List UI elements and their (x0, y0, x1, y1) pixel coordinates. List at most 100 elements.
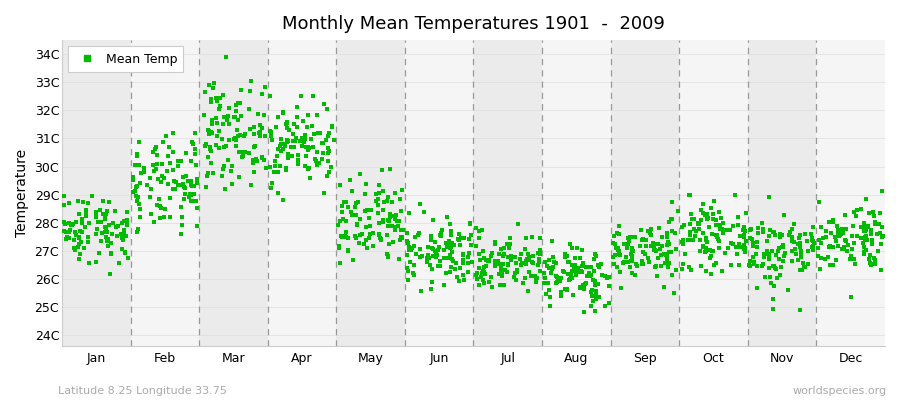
Point (354, 171, 368, 177)
Point (522, 269, 536, 275)
Point (521, 288, 535, 294)
Point (121, 209, 135, 216)
Point (806, 245, 821, 251)
Point (811, 244, 825, 251)
Point (116, 231, 130, 238)
Point (348, 212, 363, 218)
Point (841, 242, 855, 248)
Point (494, 269, 508, 275)
Point (106, 220, 121, 226)
Point (654, 252, 669, 258)
Point (144, 210, 158, 217)
Point (204, 129, 219, 135)
Point (683, 220, 698, 227)
Point (670, 267, 684, 274)
Point (75, 216, 89, 222)
Point (301, 112, 315, 118)
Point (431, 247, 446, 254)
Point (243, 182, 257, 188)
Point (345, 211, 359, 218)
Point (662, 241, 677, 247)
Point (709, 232, 724, 238)
Point (67, 236, 81, 243)
Point (475, 268, 490, 274)
Point (306, 93, 320, 100)
Point (197, 112, 211, 118)
Point (453, 278, 467, 284)
Point (746, 254, 760, 260)
Point (340, 235, 355, 241)
Point (186, 141, 201, 147)
Point (716, 220, 730, 226)
Point (117, 218, 131, 224)
Point (791, 257, 806, 264)
Point (621, 259, 635, 266)
Point (501, 254, 516, 260)
Point (796, 260, 811, 266)
Point (785, 225, 799, 232)
Point (733, 244, 747, 250)
Point (166, 186, 180, 192)
Point (280, 124, 294, 131)
Point (548, 272, 562, 279)
Point (205, 85, 220, 92)
Point (400, 265, 414, 272)
Point (62, 200, 77, 206)
Point (99, 229, 113, 236)
Point (424, 237, 438, 243)
Text: Latitude 8.25 Longitude 33.75: Latitude 8.25 Longitude 33.75 (58, 386, 228, 396)
Point (175, 182, 189, 188)
Point (204, 98, 219, 105)
Point (99, 211, 113, 217)
Point (485, 250, 500, 256)
Point (698, 212, 713, 218)
Point (380, 198, 394, 204)
Point (381, 194, 395, 200)
Point (174, 231, 188, 237)
Point (479, 257, 493, 264)
Point (805, 235, 819, 241)
Point (152, 195, 166, 202)
Point (363, 223, 377, 230)
Point (778, 250, 792, 256)
Point (290, 103, 304, 110)
Point (795, 267, 809, 273)
Point (130, 198, 145, 204)
Point (868, 219, 883, 225)
Point (382, 166, 397, 172)
Point (200, 173, 214, 179)
Point (819, 228, 833, 234)
Point (114, 220, 129, 226)
Point (606, 254, 620, 261)
Point (302, 166, 316, 172)
Point (648, 264, 662, 271)
Point (801, 261, 815, 267)
Point (457, 277, 472, 283)
Point (839, 238, 853, 245)
Point (302, 146, 316, 153)
Point (625, 245, 639, 251)
Point (269, 123, 284, 130)
Title: Monthly Mean Temperatures 1901  -  2009: Monthly Mean Temperatures 1901 - 2009 (282, 15, 665, 33)
Point (444, 232, 458, 238)
Point (414, 288, 428, 294)
Point (611, 248, 625, 254)
Point (774, 264, 788, 270)
Point (699, 216, 714, 222)
Point (120, 216, 134, 223)
Point (699, 244, 714, 251)
Point (98, 229, 112, 236)
Point (590, 296, 604, 302)
Point (610, 264, 625, 270)
Bar (337, 40, 405, 346)
Point (590, 253, 604, 259)
Point (594, 261, 608, 267)
Point (395, 234, 410, 240)
Point (170, 181, 184, 188)
Point (394, 208, 409, 214)
Point (858, 234, 872, 240)
Point (737, 224, 751, 230)
Point (797, 264, 812, 270)
Point (449, 260, 464, 266)
Point (864, 227, 878, 233)
